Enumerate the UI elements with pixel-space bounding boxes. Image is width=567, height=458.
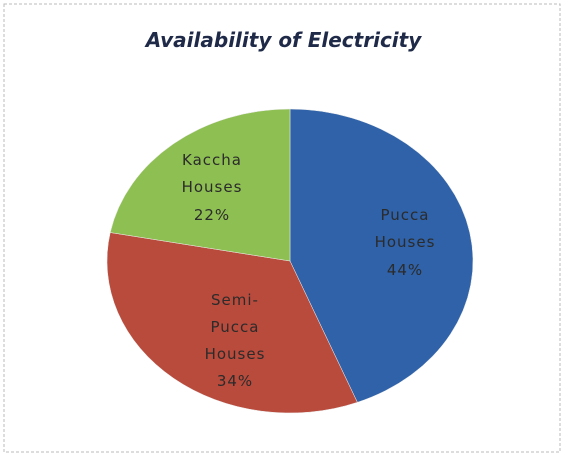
frame (3, 3, 561, 453)
slice-category-label: Pucca Houses (374, 206, 436, 251)
slice-value-label: 22% (193, 206, 231, 224)
slice-category-label: Semi-Pucca Houses (204, 291, 266, 363)
slice-value-label: 34% (216, 372, 254, 390)
pie-slice (289, 108, 474, 403)
chart-title: Availability of Electricity (145, 28, 422, 52)
slice-value-label: 44% (386, 261, 424, 279)
pie-slice (106, 232, 358, 414)
slice-category-label: Kaccha Houses (181, 151, 243, 196)
pie-slice (109, 108, 291, 262)
